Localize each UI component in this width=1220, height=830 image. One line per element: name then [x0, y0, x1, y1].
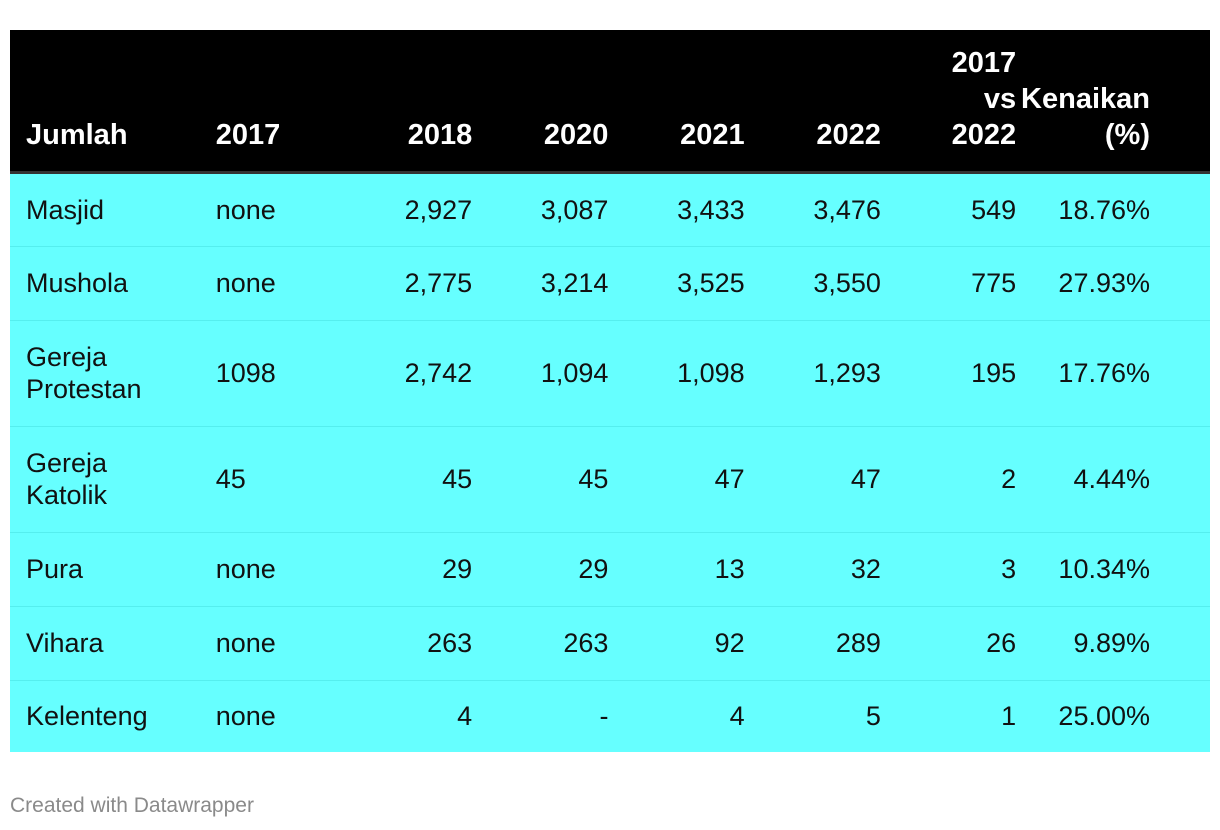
cell-2021: 13 [714, 554, 745, 584]
cell-2017: none [215, 628, 276, 658]
cell-2022: 3,476 [813, 194, 881, 225]
cell-kenaikan: 25.00% [1058, 701, 1150, 732]
table-row: Vihara none 263 263 92 289 26 9.89% [10, 606, 1210, 680]
column-header-2017-vs-2022[interactable]: 2017 vs 2022 [881, 30, 1017, 172]
row-label: Mushola [10, 246, 200, 320]
cell-2017-vs-2022: 3 [1001, 554, 1017, 584]
row-label-text: Pura [26, 554, 84, 584]
cell-2018: 2,742 [404, 358, 473, 388]
row-label: Vihara [10, 606, 200, 680]
row-label-text: Vihara [26, 628, 104, 658]
cell-2020: 45 [578, 464, 609, 494]
column-header-text: 2021 [680, 118, 745, 151]
cell-2017-vs-2022: 2 [1001, 464, 1017, 494]
cell-2020: 1,094 [540, 358, 609, 388]
cell-2020: 3,087 [540, 194, 609, 225]
column-header-text: 2017 [215, 118, 281, 151]
table-row: Pura none 29 29 13 32 3 10.34% [10, 532, 1210, 606]
cell-2020: - [599, 701, 609, 732]
column-header-text: vs [983, 82, 1017, 115]
column-header-text: 2017 [951, 46, 1017, 79]
column-header-2020[interactable]: 2020 [472, 30, 609, 172]
cell-2017-vs-2022: 26 [986, 628, 1017, 658]
column-header-text: 2022 [951, 118, 1017, 151]
cell-2017-vs-2022: 549 [971, 194, 1017, 225]
cell-2022: 289 [835, 628, 881, 658]
column-header-text: Jumlah [26, 118, 128, 151]
cell-kenaikan: 9.89% [1073, 628, 1150, 658]
row-label: Gereja Protestan [10, 320, 200, 426]
column-header-kenaikan[interactable]: Kenaikan (%) [1016, 30, 1210, 172]
cell-2022: 47 [850, 464, 881, 494]
cell-2021: 92 [714, 628, 745, 658]
cell-2021: 3,525 [677, 268, 745, 298]
cell-2018: 4 [457, 701, 473, 732]
row-label: Masjid [10, 172, 200, 246]
column-header-text: (%) [1104, 118, 1150, 151]
column-header-text: 2022 [816, 118, 881, 151]
header-row: Jumlah 2017 2018 2020 2021 2022 2017 vs 2022 Kena… [10, 30, 1210, 172]
row-label-text: Katolik [26, 480, 108, 510]
cell-2020: 263 [563, 628, 609, 658]
cell-2021: 47 [714, 464, 745, 494]
cell-2017: none [215, 194, 276, 225]
table-row: Gereja Katolik 45 45 45 47 47 2 4.44% [10, 426, 1210, 532]
cell-2022: 5 [865, 701, 881, 732]
column-header-2021[interactable]: 2021 [608, 30, 745, 172]
column-header-text: 2018 [407, 118, 473, 151]
cell-2021: 3,433 [677, 194, 745, 225]
cell-kenaikan: 17.76% [1058, 358, 1150, 388]
column-header-jumlah[interactable]: Jumlah [10, 30, 200, 172]
cell-2021: 1,098 [677, 358, 745, 388]
column-header-2017[interactable]: 2017 [200, 30, 336, 172]
data-table-container: Jumlah 2017 2018 2020 2021 2022 2017 vs 2022 Kena… [10, 30, 1210, 752]
table-header: Jumlah 2017 2018 2020 2021 2022 2017 vs 2022 Kena… [10, 30, 1210, 172]
row-label-text: Gereja [26, 342, 108, 372]
row-label-text: Protestan [26, 374, 142, 404]
cell-kenaikan: 4.44% [1073, 464, 1150, 494]
table-row: Kelenteng none 4 - 4 5 1 25.00% [10, 680, 1210, 752]
cell-kenaikan: 27.93% [1058, 268, 1150, 298]
cell-2018: 2,775 [404, 268, 473, 298]
row-label-text: Mushola [26, 268, 129, 298]
cell-2018: 45 [442, 464, 473, 494]
cell-kenaikan: 10.34% [1058, 554, 1150, 584]
cell-2022: 1,293 [813, 358, 881, 388]
column-header-text: Kenaikan [1021, 82, 1150, 115]
row-label-text: Gereja [26, 448, 108, 478]
cell-2017: none [215, 701, 276, 732]
column-header-2018[interactable]: 2018 [336, 30, 473, 172]
cell-2017: 1098 [215, 358, 276, 388]
table-row: Mushola none 2,775 3,214 3,525 3,550 775 27.93% [10, 246, 1210, 320]
row-label: Gereja Katolik [10, 426, 200, 532]
row-label: Pura [10, 532, 200, 606]
cell-2022: 3,550 [813, 268, 881, 298]
cell-2017: 45 [215, 464, 246, 494]
cell-2020: 3,214 [540, 268, 609, 298]
datawrapper-credit[interactable]: Created with Datawrapper [10, 794, 254, 817]
cell-2018: 29 [442, 554, 473, 584]
column-header-text: 2020 [543, 118, 609, 151]
row-label: Kelenteng [10, 680, 200, 752]
column-header-2022[interactable]: 2022 [745, 30, 881, 172]
data-table: Jumlah 2017 2018 2020 2021 2022 2017 vs 2022 Kena… [10, 30, 1210, 752]
cell-2020: 29 [578, 554, 609, 584]
table-body: Masjid none 2,927 3,087 3,433 3,476 549 18.76% M… [10, 172, 1210, 752]
cell-2017-vs-2022: 195 [971, 358, 1017, 388]
cell-2022: 32 [850, 554, 881, 584]
table-row: Masjid none 2,927 3,087 3,433 3,476 549 18.76% [10, 172, 1210, 246]
cell-2017: none [215, 554, 276, 584]
cell-2021: 4 [729, 701, 745, 732]
cell-2017-vs-2022: 775 [971, 268, 1017, 298]
cell-kenaikan: 18.76% [1058, 194, 1150, 225]
cell-2018: 263 [427, 628, 473, 658]
table-row: Gereja Protestan 1098 2,742 1,094 1,098 1,293 1… [10, 320, 1210, 426]
row-label-text: Masjid [26, 194, 105, 225]
cell-2017-vs-2022: 1 [1001, 701, 1017, 732]
row-label-text: Kelenteng [26, 701, 148, 732]
cell-2017: none [215, 268, 276, 298]
cell-2018: 2,927 [404, 194, 473, 225]
